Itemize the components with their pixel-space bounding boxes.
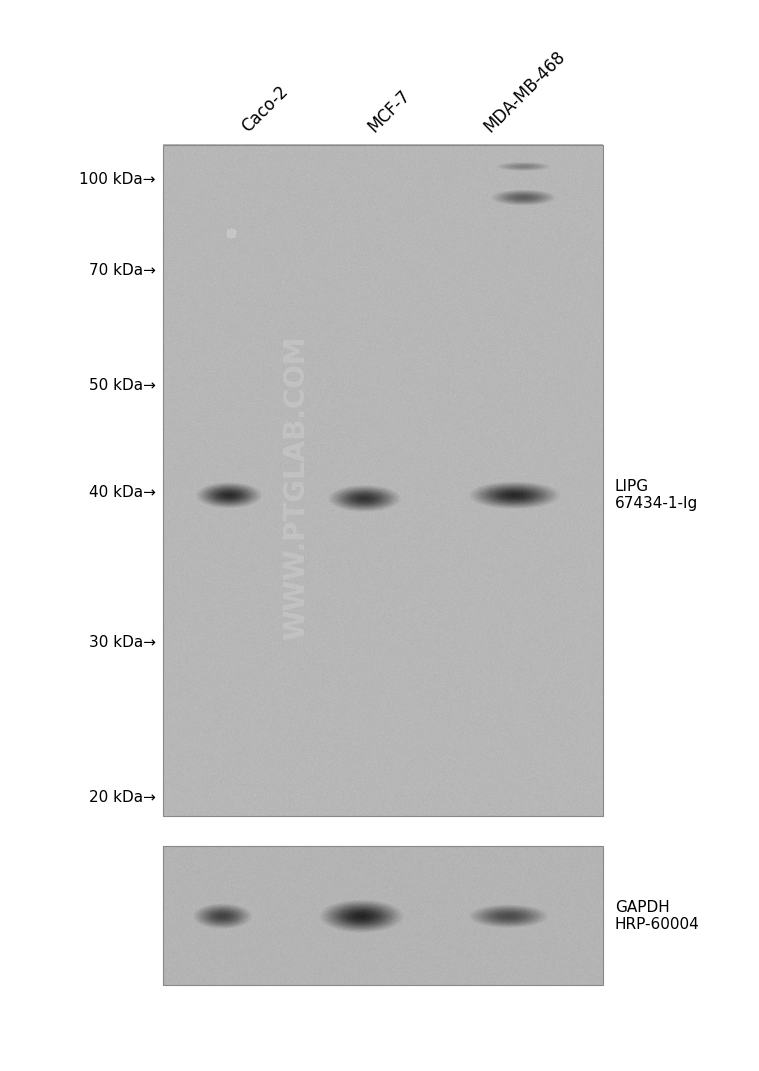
Text: Caco-2: Caco-2	[238, 82, 291, 136]
Text: GAPDH
HRP-60004: GAPDH HRP-60004	[615, 900, 700, 932]
Text: MDA-MB-468: MDA-MB-468	[480, 47, 569, 136]
Text: 100 kDa→: 100 kDa→	[79, 172, 156, 187]
Text: 20 kDa→: 20 kDa→	[89, 790, 156, 805]
Text: WWW.PTGLAB.COM: WWW.PTGLAB.COM	[282, 335, 310, 639]
Text: 40 kDa→: 40 kDa→	[89, 485, 156, 500]
Text: LIPG
67434-1-Ig: LIPG 67434-1-Ig	[615, 479, 698, 511]
Text: MCF-7: MCF-7	[364, 87, 414, 136]
Text: 50 kDa→: 50 kDa→	[89, 378, 156, 393]
Text: 30 kDa→: 30 kDa→	[89, 635, 156, 650]
Text: 70 kDa→: 70 kDa→	[89, 263, 156, 278]
Bar	[163, 145, 603, 816]
Bar	[163, 846, 603, 985]
